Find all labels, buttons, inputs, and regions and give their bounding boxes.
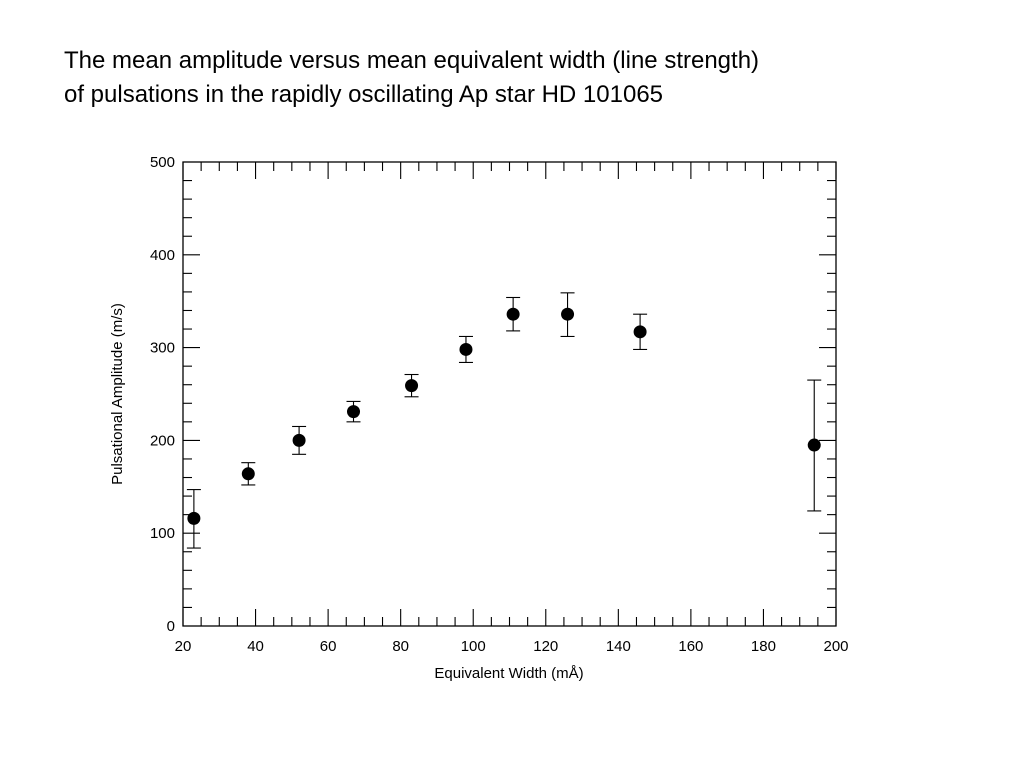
x-tick-label: 200: [823, 638, 848, 655]
x-tick-label: 40: [247, 638, 264, 655]
slide-title-line-1: The mean amplitude versus mean equivalen…: [64, 47, 760, 74]
axis-tick-labels: 20 40 60 80 100 120 140 160 180 200 0 100 200 300 400 5…: [150, 154, 849, 655]
error-bars: [186, 292, 822, 549]
data-point: [292, 433, 306, 447]
x-tick-label: 180: [751, 638, 776, 655]
y-tick-label: 100: [150, 525, 175, 542]
data-point: [561, 307, 575, 321]
x-tick-label: 80: [392, 638, 409, 655]
data-point: [807, 438, 821, 452]
slide-title: The mean amplitude versus mean equivalen…: [64, 44, 984, 112]
x-axis-label: Equivalent Width (mÅ): [434, 665, 583, 682]
y-axis-label: Pulsational Amplitude (m/s): [109, 303, 126, 485]
data-point: [187, 511, 201, 525]
slide-title-line-2: of pulsations in the rapidly oscillating…: [64, 81, 664, 108]
x-tick-label: 160: [678, 638, 703, 655]
y-tick-label: 500: [150, 154, 175, 171]
axis-ticks: [182, 161, 837, 627]
x-tick-label: 100: [461, 638, 486, 655]
data-point: [347, 405, 361, 419]
data-point: [633, 325, 647, 339]
data-point: [241, 467, 255, 481]
data-points: [187, 307, 821, 525]
y-tick-label: 0: [167, 618, 175, 635]
data-point: [405, 379, 419, 393]
x-tick-label: 20: [175, 638, 192, 655]
x-tick-label: 120: [533, 638, 558, 655]
data-point: [506, 307, 520, 321]
y-tick-label: 400: [150, 247, 175, 264]
x-tick-label: 140: [606, 638, 631, 655]
data-point: [459, 342, 473, 356]
x-tick-label: 60: [320, 638, 337, 655]
plot-frame: [182, 161, 837, 627]
y-tick-label: 300: [150, 340, 175, 357]
y-tick-label: 200: [150, 432, 175, 449]
